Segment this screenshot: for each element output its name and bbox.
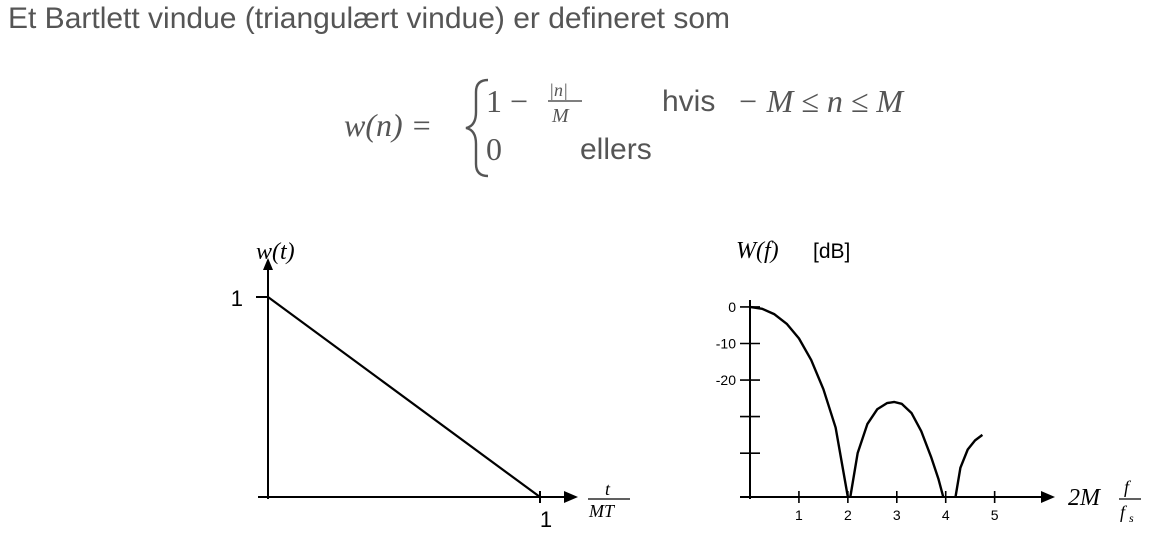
x-tick-label: 5 xyxy=(991,507,999,523)
bartlett-formula: w(n) = 1 − |n| M hvis − M ≤ n ≤ M 0 elle… xyxy=(344,78,905,178)
formula-brace xyxy=(465,78,489,178)
tick-group: 11 xyxy=(231,286,552,532)
series-line xyxy=(749,305,850,498)
y-tick-label: -20 xyxy=(716,372,736,388)
x-axis-label-denominator: f xyxy=(1120,502,1128,522)
y-tick-label: -10 xyxy=(716,336,736,352)
y-axis-label: w(t) xyxy=(256,239,295,265)
y-tick-label: 1 xyxy=(231,286,243,311)
formula-lhs: w(n) = xyxy=(344,107,432,143)
series-group xyxy=(749,305,984,498)
x-axis-arrow xyxy=(564,491,578,503)
series-line xyxy=(849,400,945,498)
x-tick-label: 1 xyxy=(795,507,803,523)
tick-group: 1 2 3 4 5 0 -10 -20 xyxy=(716,299,999,523)
y-axis-arrow xyxy=(263,258,273,270)
x-tick-label: 2 xyxy=(844,507,852,523)
formula-case1-condition: − M ≤ n ≤ M xyxy=(737,83,905,119)
x-axis-label-numerator: f xyxy=(1124,477,1132,497)
formula-case1-numerator: |n| xyxy=(549,80,568,100)
intro-text: Et Bartlett vindue (triangulært vindue) … xyxy=(8,2,731,35)
series-line xyxy=(954,433,984,498)
window-time-chart: w(t) t MT 11 xyxy=(231,239,630,532)
y-tick-label: 0 xyxy=(728,299,736,315)
x-tick-label: 4 xyxy=(942,507,950,523)
x-tick-label: 3 xyxy=(893,507,901,523)
y-axis-label-unit: [dB] xyxy=(813,240,850,263)
x-axis-label-denominator-sub: s xyxy=(1129,511,1134,525)
formula-case2-word: ellers xyxy=(580,133,652,166)
formula-case1-denominator: M xyxy=(551,105,570,127)
formula-case1-word: hvis xyxy=(662,85,715,118)
formula-case1-one: 1 − xyxy=(486,83,528,119)
x-axis-arrow xyxy=(1041,491,1055,503)
formula-case2-value: 0 xyxy=(486,131,502,167)
x-tick-label: 1 xyxy=(540,507,552,532)
window-spectrum-chart: W(f) [dB] 2M f f s 1 2 3 4 5 0 -10 -20 xyxy=(716,238,1141,525)
x-axis-label-prefix: 2M xyxy=(1068,485,1102,511)
x-axis-label-numerator: t xyxy=(605,479,611,499)
series-line xyxy=(267,296,541,498)
series-group xyxy=(267,296,541,498)
y-axis-label-math: W(f) xyxy=(736,238,779,264)
x-axis-label-denominator: MT xyxy=(588,501,616,521)
